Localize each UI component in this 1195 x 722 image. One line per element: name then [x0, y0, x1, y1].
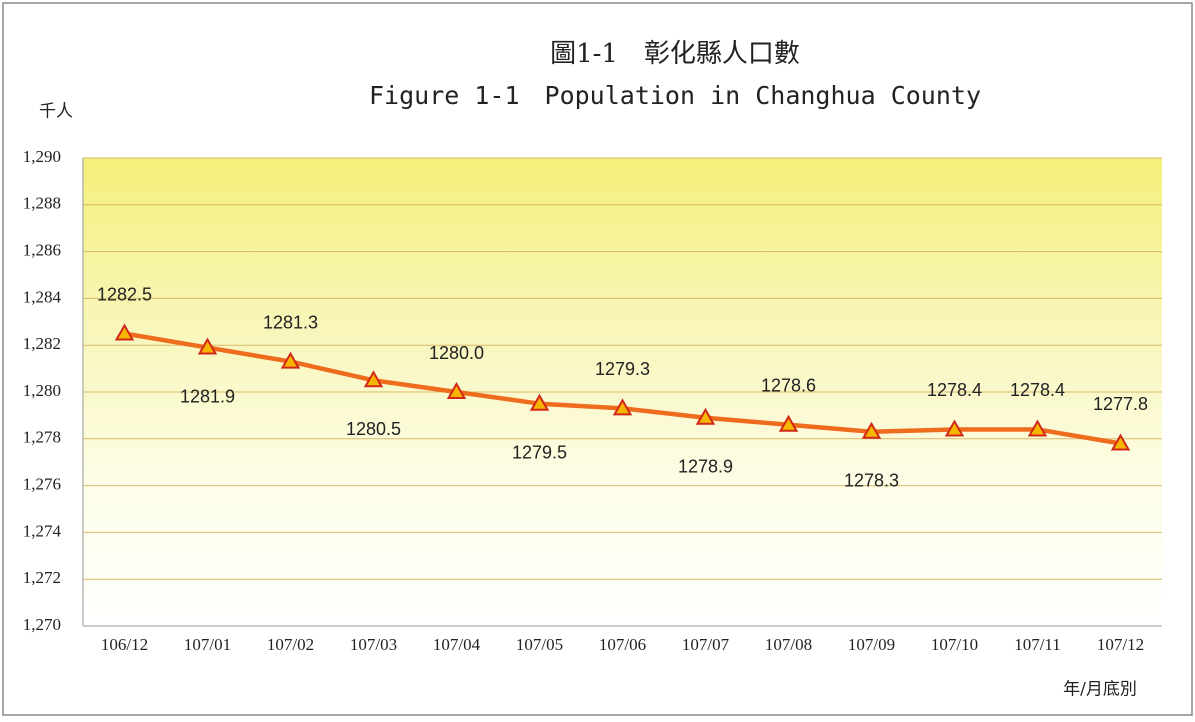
data-label: 1282.5 [97, 284, 152, 304]
x-tick-label: 107/08 [765, 635, 812, 654]
x-tick-label: 107/05 [516, 635, 563, 654]
y-tick-label: 1,270 [23, 615, 61, 634]
marker [280, 351, 301, 369]
data-label: 1279.5 [512, 442, 567, 462]
y-tick-label: 1,278 [23, 428, 61, 447]
x-tick-label: 107/02 [267, 635, 314, 654]
marker [363, 370, 384, 388]
marker [1110, 433, 1131, 451]
x-tick-label: 106/12 [101, 635, 148, 654]
marker [446, 381, 467, 399]
data-label: 1277.8 [1093, 394, 1148, 414]
data-label: 1281.9 [180, 386, 235, 406]
y-tick-label: 1,288 [23, 194, 61, 213]
x-tick-label: 107/07 [682, 635, 730, 654]
x-tick-label: 107/10 [931, 635, 978, 654]
x-tick-label: 107/12 [1097, 635, 1144, 654]
x-tick-label: 107/01 [184, 635, 231, 654]
data-label: 1279.3 [595, 359, 650, 379]
x-tick-label: 107/09 [848, 635, 895, 654]
y-tick-label: 1,284 [23, 287, 62, 306]
chart-title: 圖1-1 彰化縣人口數 [550, 39, 800, 69]
marker [861, 421, 882, 439]
x-tick-label: 107/11 [1014, 635, 1061, 654]
data-label: 1278.4 [927, 380, 982, 400]
data-label: 1278.4 [1010, 380, 1065, 400]
marker [529, 393, 550, 411]
marker [1027, 419, 1048, 437]
data-label: 1278.3 [844, 471, 899, 491]
y-tick-label: 1,272 [23, 568, 61, 587]
y-tick-label: 1,280 [23, 381, 61, 400]
marker [695, 407, 716, 425]
marker [944, 419, 965, 437]
data-label: 1278.9 [678, 456, 733, 476]
y-tick-label: 1,276 [23, 475, 61, 494]
marker [612, 398, 633, 416]
x-tick-label: 107/06 [599, 635, 646, 654]
x-axis-label: 年/月底別 [1063, 680, 1137, 700]
marker [114, 323, 135, 341]
x-tick-label: 107/03 [350, 635, 397, 654]
marker [778, 414, 799, 432]
y-tick-label: 1,282 [23, 334, 61, 353]
chart-subtitle: Figure 1-1 Population in Changhua County [369, 81, 981, 110]
x-tick-label: 107/04 [433, 635, 481, 654]
data-label: 1281.3 [263, 312, 318, 332]
data-label: 1280.0 [429, 343, 484, 363]
marker [197, 337, 218, 355]
y-tick-label: 1,286 [23, 241, 61, 260]
y-tick-label: 1,290 [23, 147, 61, 166]
data-label: 1280.5 [346, 419, 401, 439]
y-tick-label: 1,274 [23, 521, 62, 540]
y-axis-label: 千人 [39, 102, 73, 122]
data-label: 1278.6 [761, 376, 816, 396]
